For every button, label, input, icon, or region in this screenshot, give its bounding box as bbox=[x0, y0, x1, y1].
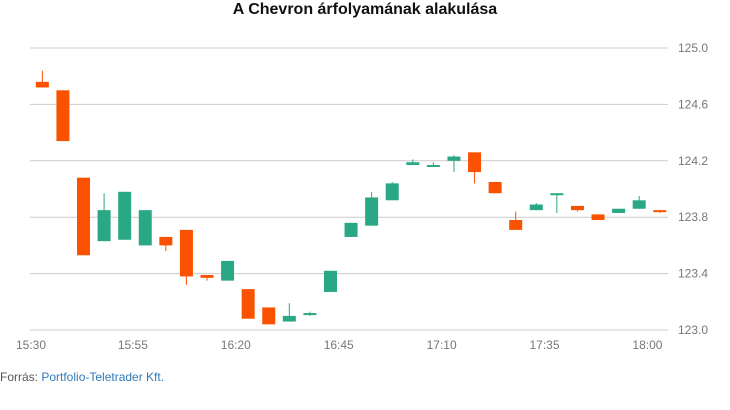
candle-body-down bbox=[200, 275, 214, 278]
candle-body-up bbox=[550, 193, 564, 196]
candle-body-up bbox=[303, 313, 317, 316]
x-tick-label: 16:45 bbox=[324, 338, 354, 352]
candle-body-up bbox=[447, 156, 461, 161]
candle-body-up bbox=[344, 222, 358, 237]
candle-body-up bbox=[632, 200, 646, 209]
y-axis-ticks: 123.0 123.4 123.8 124.2 124.6 125.0 bbox=[678, 41, 708, 337]
x-axis-ticks: 15:30 15:55 16:20 16:45 17:10 17:35 18:00 bbox=[16, 338, 663, 352]
candle-body-up bbox=[282, 315, 296, 322]
candle-body-down bbox=[570, 205, 584, 211]
y-tick-label: 124.2 bbox=[678, 154, 708, 168]
source-label: Forrás: bbox=[0, 370, 42, 384]
candles bbox=[35, 70, 667, 325]
candle-body-down bbox=[653, 210, 667, 213]
source-link[interactable]: Portfolio-Teletrader Kft. bbox=[41, 370, 165, 384]
candle-body-up bbox=[138, 210, 152, 246]
candle-body-down bbox=[591, 214, 605, 221]
candle-body-down bbox=[488, 181, 502, 194]
candlestick-chart: 123.0 123.4 123.8 124.2 124.6 125.0 15:30 15:5… bbox=[16, 41, 708, 352]
source-note: Forrás: Portfolio-Teletrader Kft. bbox=[0, 370, 164, 384]
candle-body-down bbox=[56, 90, 70, 142]
x-tick-label: 17:35 bbox=[530, 338, 560, 352]
candle-body-down bbox=[159, 236, 173, 246]
y-tick-label: 124.6 bbox=[678, 97, 708, 111]
candle-body-up bbox=[118, 191, 132, 240]
y-tick-label: 125.0 bbox=[678, 41, 708, 55]
candle-body-down bbox=[468, 152, 482, 173]
candle-body-down bbox=[35, 81, 49, 88]
y-tick-label: 123.8 bbox=[678, 210, 708, 224]
x-tick-label: 15:55 bbox=[118, 338, 148, 352]
candle-body-up bbox=[426, 165, 440, 168]
candle-body-up bbox=[323, 270, 337, 292]
candle-body-up bbox=[406, 162, 420, 166]
candle-body-down bbox=[262, 307, 276, 325]
x-tick-label: 18:00 bbox=[632, 338, 662, 352]
candle-body-up bbox=[97, 210, 111, 242]
x-tick-label: 16:20 bbox=[221, 338, 251, 352]
candle-body-up bbox=[612, 208, 626, 213]
candle-body-down bbox=[241, 289, 255, 319]
candle-body-up bbox=[365, 197, 379, 226]
candle-body-down bbox=[179, 229, 193, 277]
y-tick-label: 123.4 bbox=[678, 267, 708, 281]
x-tick-label: 15:30 bbox=[16, 338, 46, 352]
candle-body-up bbox=[221, 260, 235, 281]
x-tick-label: 17:10 bbox=[427, 338, 457, 352]
candle-body-up bbox=[385, 183, 399, 201]
grid-lines bbox=[30, 47, 668, 331]
candle-body-down bbox=[509, 220, 523, 230]
y-tick-label: 123.0 bbox=[678, 323, 708, 337]
candle-body-down bbox=[77, 177, 91, 256]
chart-title: A Chevron árfolyamának alakulása bbox=[232, 1, 498, 18]
candle-body-up bbox=[529, 204, 543, 211]
